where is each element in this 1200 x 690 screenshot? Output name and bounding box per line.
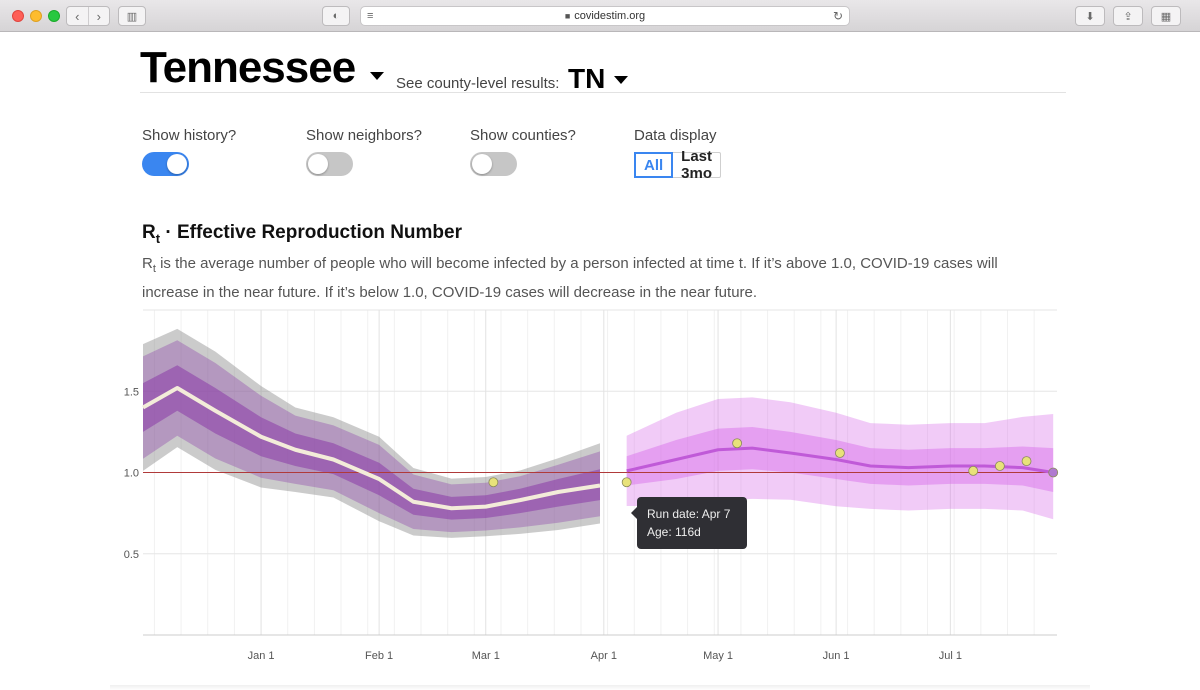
data-display-label: Data display [634, 127, 717, 144]
page: Tennessee See county-level results: TN S… [0, 33, 1200, 690]
run-point [488, 477, 499, 488]
state-selector[interactable]: Tennessee [140, 43, 356, 92]
desc-subscript: t [152, 263, 156, 275]
counties-toggle-label: Show counties? [470, 127, 576, 144]
history-toggle[interactable] [142, 152, 189, 176]
display-all-button[interactable]: All [634, 152, 674, 178]
share-icon[interactable]: ⇪ [1113, 6, 1143, 26]
section-description: Rt is the average number of people who w… [142, 252, 1042, 305]
display-controls: Show history? Show neighbors? Show count… [142, 127, 842, 187]
toggle-knob [472, 154, 492, 174]
x-tick-label: Jun 1 [823, 650, 850, 662]
lock-icon: ■ [564, 11, 571, 21]
counties-toggle[interactable] [470, 152, 517, 176]
run-point [1021, 456, 1032, 467]
fullscreen-window-button[interactable] [48, 10, 60, 22]
neighbors-toggle[interactable] [306, 152, 353, 176]
tabs-overview-icon[interactable]: ▦ [1151, 6, 1181, 26]
download-icon[interactable]: ⬇ [1075, 6, 1105, 26]
address-bar[interactable]: ≡ ■ covidestim.org ↻ [360, 6, 850, 26]
shield-icon[interactable]: ◐ [322, 6, 350, 26]
minimize-window-button[interactable] [30, 10, 42, 22]
desc-text: is the average number of people who will… [142, 255, 998, 301]
run-point [1048, 467, 1059, 478]
toggle-knob [308, 154, 328, 174]
y-tick-label: 1.0 [124, 468, 139, 480]
rt-inner-band [143, 365, 600, 520]
future-outer-band [626, 397, 1054, 520]
x-tick-label: Apr 1 [591, 650, 617, 662]
future-series-line [626, 446, 1054, 474]
run-date-tooltip: Run date: Apr 7 Age: 116d [631, 497, 747, 549]
chevron-down-icon[interactable] [614, 76, 628, 84]
browser-toolbar: ‹ › ▥ ◐ ≡ ■ covidestim.org ↻ ⬇ ⇪ ▦ [0, 0, 1200, 32]
title-subscript: t [155, 230, 161, 246]
y-tick-label: 0.5 [124, 549, 139, 561]
rt-series-line [142, 386, 601, 511]
page-header: Tennessee See county-level results: TN [140, 41, 1066, 94]
run-point [732, 438, 742, 449]
county-label: See county-level results: [396, 75, 560, 92]
tooltip-run-date: Run date: Apr 7 [647, 507, 731, 521]
run-point [968, 465, 979, 476]
tooltip-age: Age: 116d [647, 525, 701, 539]
neighbors-toggle-label: Show neighbors? [306, 127, 422, 144]
url-text: covidestim.org [574, 10, 646, 22]
data-display-segmented: All Last 3mo [634, 148, 722, 182]
x-tick-label: Feb 1 [365, 650, 393, 662]
run-point [621, 477, 632, 488]
title-symbol: R [142, 222, 156, 243]
x-tick-label: Jul 1 [939, 650, 962, 662]
county-selector[interactable]: TN [568, 63, 606, 94]
history-toggle-group: Show history? [142, 127, 237, 176]
chevron-down-icon[interactable] [370, 72, 384, 80]
title-text: · Effective Reproduction Number [160, 222, 462, 243]
sidebar-icon[interactable]: ▥ [118, 6, 146, 26]
forward-icon[interactable]: › [96, 8, 101, 24]
rt-outer-band [143, 340, 600, 533]
x-tick-label: Jan 1 [248, 650, 275, 662]
history-band [143, 328, 600, 538]
close-window-button[interactable] [12, 10, 24, 22]
history-nav: ‹ › [66, 6, 110, 26]
x-tick-label: May 1 [703, 650, 733, 662]
rt-chart: 0.5 1.0 1.5 Jan 1 Feb 1 Mar 1 Apr 1 May 1 Jun 1 J… [124, 309, 1059, 662]
back-icon[interactable]: ‹ [67, 7, 89, 25]
data-display-group: Data display All Last 3mo [634, 127, 722, 182]
history-toggle-label: Show history? [142, 127, 237, 144]
counties-toggle-group: Show counties? [470, 127, 576, 176]
reload-icon[interactable]: ↻ [832, 9, 843, 23]
section-title: Rt · Effective Reproduction Number [142, 222, 462, 246]
x-tick-label: Mar 1 [472, 650, 500, 662]
neighbors-toggle-group: Show neighbors? [306, 127, 422, 176]
page-footer-shadow [110, 685, 1090, 690]
y-tick-label: 1.5 [124, 386, 139, 398]
reader-icon[interactable]: ≡ [367, 10, 374, 22]
toggle-knob [167, 154, 187, 174]
run-point [835, 448, 845, 458]
display-last-3mo-button[interactable]: Last 3mo [681, 148, 713, 182]
run-point [994, 461, 1005, 471]
desc-symbol: R [142, 255, 153, 272]
